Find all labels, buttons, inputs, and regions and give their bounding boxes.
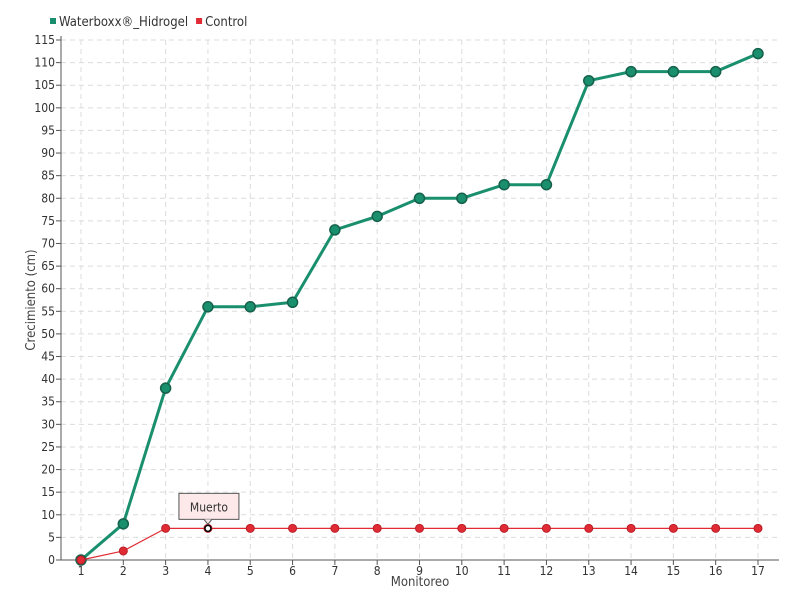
y-tick-label: 40 bbox=[41, 372, 55, 386]
annotation-box bbox=[178, 492, 240, 520]
data-point bbox=[117, 518, 130, 530]
data-point bbox=[626, 523, 636, 533]
x-tick-label: 16 bbox=[709, 564, 723, 578]
y-tick-label: 95 bbox=[41, 123, 55, 137]
grid bbox=[61, 39, 779, 560]
data-point bbox=[457, 523, 467, 533]
x-axis-title: Monitoreo bbox=[391, 575, 450, 590]
y-tick-label: 25 bbox=[41, 440, 55, 454]
annotation-pointer bbox=[203, 519, 213, 526]
data-point bbox=[76, 555, 86, 565]
data-point bbox=[286, 296, 299, 309]
data-point bbox=[668, 523, 678, 533]
x-tick-label: 13 bbox=[582, 564, 596, 578]
y-tick-label: 15 bbox=[41, 485, 55, 499]
data-point bbox=[118, 546, 128, 556]
data-point bbox=[245, 523, 255, 533]
data-point bbox=[244, 301, 256, 313]
legend: Waterboxx®_Hidrogel Control bbox=[50, 15, 247, 30]
y-tick-label: 30 bbox=[41, 417, 55, 431]
y-tick-label: 50 bbox=[41, 327, 55, 341]
y-tick-label: 80 bbox=[41, 191, 55, 205]
y-axis-title: Crecimiento (cm) bbox=[24, 249, 39, 350]
x-tick-label: 6 bbox=[289, 564, 296, 578]
data-point bbox=[413, 192, 426, 205]
y-tick-label: 70 bbox=[41, 236, 55, 250]
x-tick-label: 2 bbox=[120, 564, 127, 578]
axes: 0510152025303540455055606570758085909510… bbox=[24, 33, 779, 590]
y-tick-label: 100 bbox=[34, 101, 55, 115]
x-tick-label: 4 bbox=[205, 564, 212, 578]
data-point bbox=[159, 382, 172, 394]
x-tick-label: 9 bbox=[416, 564, 423, 578]
legend-swatch-0 bbox=[50, 18, 56, 24]
y-tick-label: 65 bbox=[41, 259, 55, 273]
x-tick-label: 1 bbox=[78, 564, 85, 578]
data-point bbox=[499, 523, 509, 533]
data-point bbox=[202, 301, 214, 313]
data-point bbox=[753, 523, 763, 533]
data-point bbox=[540, 178, 553, 191]
data-point bbox=[498, 178, 510, 191]
y-tick-label: 115 bbox=[34, 33, 55, 47]
y-tick-label: 75 bbox=[41, 214, 55, 228]
x-tick-label: 14 bbox=[624, 564, 638, 578]
x-tick-label: 5 bbox=[247, 564, 254, 578]
y-tick-label: 0 bbox=[48, 553, 55, 567]
y-tick-label: 20 bbox=[41, 463, 55, 477]
legend-label-0: Waterboxx®_Hidrogel bbox=[59, 15, 188, 30]
y-tick-label: 5 bbox=[48, 530, 55, 544]
legend-swatch-1 bbox=[196, 18, 203, 24]
y-tick-label: 35 bbox=[41, 395, 55, 409]
data-point bbox=[371, 210, 383, 223]
data-point bbox=[752, 47, 764, 60]
data-point bbox=[372, 523, 382, 533]
data-point bbox=[583, 74, 595, 87]
x-tick-label: 11 bbox=[497, 564, 511, 578]
x-tick-label: 7 bbox=[331, 564, 338, 578]
data-point bbox=[329, 224, 341, 236]
annotation-label: Muerto bbox=[190, 500, 228, 514]
y-tick-label: 105 bbox=[34, 78, 55, 92]
y-tick-label: 55 bbox=[41, 304, 55, 318]
y-tick-label: 90 bbox=[41, 146, 55, 160]
data-point bbox=[667, 65, 680, 78]
data-point bbox=[161, 523, 171, 533]
x-tick-label: 3 bbox=[162, 564, 169, 578]
x-tick-label: 15 bbox=[667, 564, 681, 578]
data-point bbox=[584, 523, 594, 533]
series-layer bbox=[75, 47, 764, 566]
data-point bbox=[711, 523, 721, 533]
y-tick-label: 110 bbox=[34, 56, 55, 70]
annotation-point bbox=[204, 524, 212, 533]
x-tick-label: 10 bbox=[455, 564, 469, 578]
x-tick-label: 17 bbox=[751, 564, 765, 578]
y-tick-label: 60 bbox=[41, 282, 55, 296]
annotations: Muerto bbox=[178, 492, 240, 533]
series-1 bbox=[76, 523, 763, 565]
y-tick-label: 10 bbox=[41, 508, 55, 522]
data-point bbox=[415, 523, 424, 533]
data-point bbox=[625, 65, 637, 78]
y-tick-label: 45 bbox=[41, 350, 55, 364]
x-tick-label: 12 bbox=[540, 564, 554, 578]
legend-label-1: Control bbox=[205, 15, 247, 30]
data-point bbox=[709, 65, 722, 78]
y-tick-label: 85 bbox=[41, 169, 55, 183]
data-point bbox=[288, 523, 298, 533]
series-0 bbox=[75, 47, 764, 566]
data-point bbox=[541, 523, 551, 533]
data-point bbox=[456, 192, 468, 205]
data-point bbox=[330, 523, 340, 533]
x-tick-label: 8 bbox=[374, 564, 381, 578]
